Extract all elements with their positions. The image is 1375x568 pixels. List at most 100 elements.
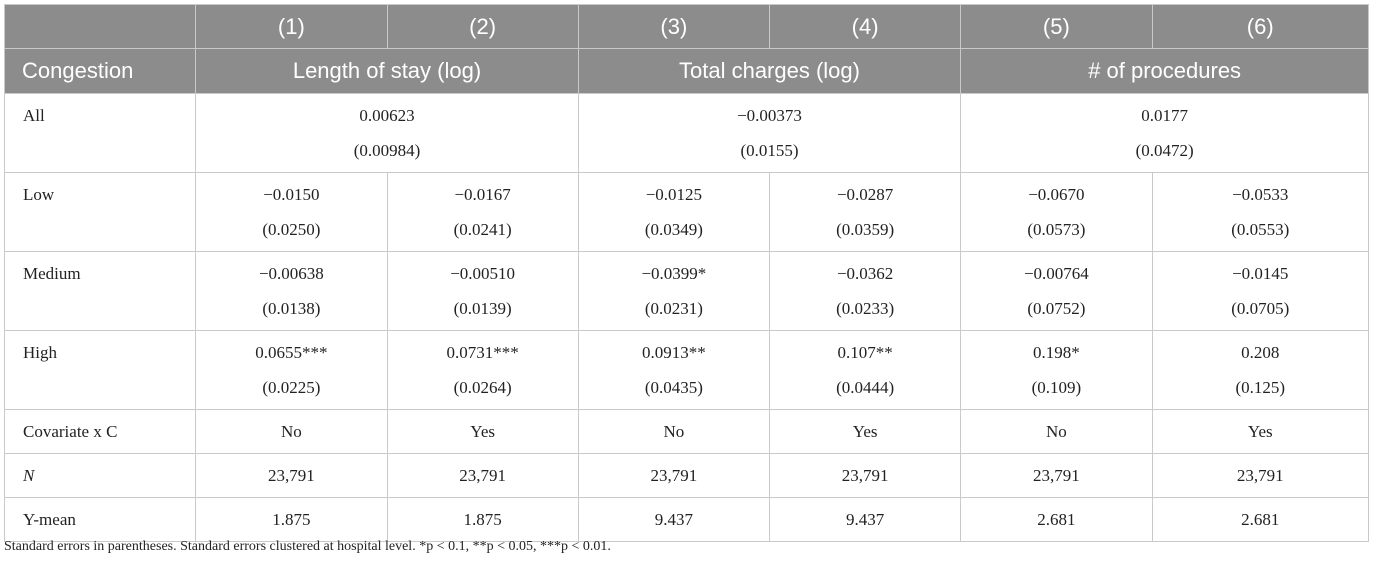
group-header-procedures: # of procedures <box>960 48 1369 94</box>
cell-value: Yes <box>470 421 495 441</box>
table-cell: −0.0150 (0.0250) <box>195 172 388 252</box>
row-label-text: High <box>23 343 57 362</box>
cell-value: 1.875 <box>272 509 311 529</box>
table-cell: No <box>960 409 1153 454</box>
row-label: High <box>3 330 197 410</box>
standard-error: (0.0225) <box>262 378 321 397</box>
table-cell: 0.208 (0.125) <box>1151 330 1369 410</box>
table-row-all: All 0.00623 (0.00984) −0.00373 (0.0155) 0.… <box>3 93 1369 173</box>
cell-value: No <box>1045 421 1067 441</box>
standard-error: (0.0435) <box>644 378 703 397</box>
table-cell: −0.0670 (0.0573) <box>960 172 1153 252</box>
row-label: All <box>3 93 197 173</box>
table-cell: Yes <box>768 409 962 454</box>
coefficient: −0.00510 <box>450 264 516 283</box>
coefficient: 0.198* <box>1033 343 1080 362</box>
standard-error: (0.00984) <box>353 141 421 160</box>
row-label-text: Low <box>23 185 55 204</box>
table-body: All 0.00623 (0.00984) −0.00373 (0.0155) 0.… <box>3 93 1369 542</box>
group-header-total-charges: Total charges (log) <box>577 48 962 94</box>
table-cell: 2.681 <box>960 497 1153 542</box>
column-number-row: (1) (2) (3) (4) (5) (6) <box>3 4 1369 49</box>
table-row-high: High 0.0655*** (0.0225) 0.0731*** (0.0264)… <box>3 330 1369 410</box>
table-cell: 9.437 <box>768 497 962 542</box>
table-cell: 2.681 <box>1151 497 1369 542</box>
standard-error: (0.109) <box>1031 378 1082 397</box>
table-cell: −0.0167 (0.0241) <box>386 172 579 252</box>
standard-error: (0.0138) <box>262 299 321 318</box>
standard-error: (0.125) <box>1235 378 1286 397</box>
coefficient: 0.0177 <box>1141 106 1188 125</box>
standard-error: (0.0472) <box>1135 141 1194 160</box>
table-cell: 0.107** (0.0444) <box>768 330 962 410</box>
stub-header: Congestion <box>3 48 197 94</box>
cell-value: 23,791 <box>268 465 315 485</box>
table-row-covariate: Covariate x C No Yes No Yes No Yes <box>3 409 1369 454</box>
cell-value: 23,791 <box>459 465 506 485</box>
table-cell: No <box>577 409 771 454</box>
table-row-low: Low −0.0150 (0.0250) −0.0167 (0.0241) −0.0… <box>3 172 1369 252</box>
row-label-text: All <box>23 106 45 125</box>
cell-value: Yes <box>852 421 878 441</box>
table-cell: 23,791 <box>1151 453 1369 498</box>
table-cell: 9.437 <box>577 497 771 542</box>
coefficient: −0.0362 <box>836 264 894 283</box>
standard-error: (0.0155) <box>740 141 799 160</box>
table-footnote: Standard errors in parentheses. Standard… <box>4 539 611 554</box>
coefficient: −0.00373 <box>737 106 802 125</box>
coefficient: −0.00764 <box>1023 264 1089 283</box>
table-cell: 0.198* (0.109) <box>960 330 1153 410</box>
col-number-5: (5) <box>960 4 1153 49</box>
table-cell: Yes <box>1151 409 1369 454</box>
regression-table-container: (1) (2) (3) (4) (5) (6) Congestion Lengt… <box>3 4 1369 542</box>
standard-error: (0.0705) <box>1231 299 1290 318</box>
cell-value: 9.437 <box>654 509 693 529</box>
cell-value: 1.875 <box>463 509 502 529</box>
cell-value: 2.681 <box>1037 509 1076 529</box>
table-cell: −0.0287 (0.0359) <box>768 172 962 252</box>
table-cell: 23,791 <box>768 453 962 498</box>
row-label: Y-mean <box>3 497 197 542</box>
table-row-medium: Medium −0.00638 (0.0138) −0.00510 (0.0139)… <box>3 251 1369 331</box>
cell-value: 9.437 <box>846 509 885 529</box>
coefficient: 0.0913** <box>642 343 706 362</box>
col-number-3: (3) <box>577 4 771 49</box>
coefficient: 0.0655*** <box>255 343 328 362</box>
coefficient: −0.0287 <box>836 185 894 204</box>
table-cell: 1.875 <box>386 497 579 542</box>
table-cell: 0.0655*** (0.0225) <box>195 330 388 410</box>
coefficient: −0.0399* <box>641 264 707 283</box>
cell-value: 23,791 <box>1236 465 1284 485</box>
coefficient: 0.208 <box>1241 343 1280 362</box>
table-cell: 23,791 <box>960 453 1153 498</box>
table-cell: 23,791 <box>195 453 388 498</box>
coefficient: 0.107** <box>837 343 893 362</box>
row-label-text: Medium <box>23 264 81 283</box>
cell-value: No <box>280 421 302 441</box>
coefficient: −0.0125 <box>645 185 703 204</box>
coefficient: −0.0670 <box>1028 185 1085 204</box>
col-number-4: (4) <box>768 4 962 49</box>
coefficient: 0.00623 <box>359 106 415 125</box>
table-cell: −0.00764 (0.0752) <box>960 251 1153 331</box>
standard-error: (0.0359) <box>836 220 895 239</box>
table-cell: −0.0145 (0.0705) <box>1151 251 1369 331</box>
table-cell: −0.0362 (0.0233) <box>768 251 962 331</box>
standard-error: (0.0752) <box>1027 299 1086 318</box>
table-cell: 23,791 <box>386 453 579 498</box>
standard-error: (0.0553) <box>1231 220 1290 239</box>
row-label-text: Covariate x C <box>23 421 118 441</box>
table-cell: 0.0177 (0.0472) <box>960 93 1369 173</box>
col-number-6: (6) <box>1151 4 1369 49</box>
coefficient: −0.0150 <box>263 185 320 204</box>
row-label: Low <box>3 172 197 252</box>
table-cell: −0.0533 (0.0553) <box>1151 172 1369 252</box>
table-cell: 0.0913** (0.0435) <box>577 330 771 410</box>
standard-error: (0.0231) <box>644 299 703 318</box>
row-label: Covariate x C <box>3 409 197 454</box>
table-row-n: N 23,791 23,791 23,791 23,791 23,791 23,… <box>3 453 1369 498</box>
table-cell: 0.00623 (0.00984) <box>195 93 579 173</box>
cell-value: Yes <box>1247 421 1273 441</box>
standard-error: (0.0250) <box>262 220 321 239</box>
group-header-length-of-stay: Length of stay (log) <box>195 48 579 94</box>
